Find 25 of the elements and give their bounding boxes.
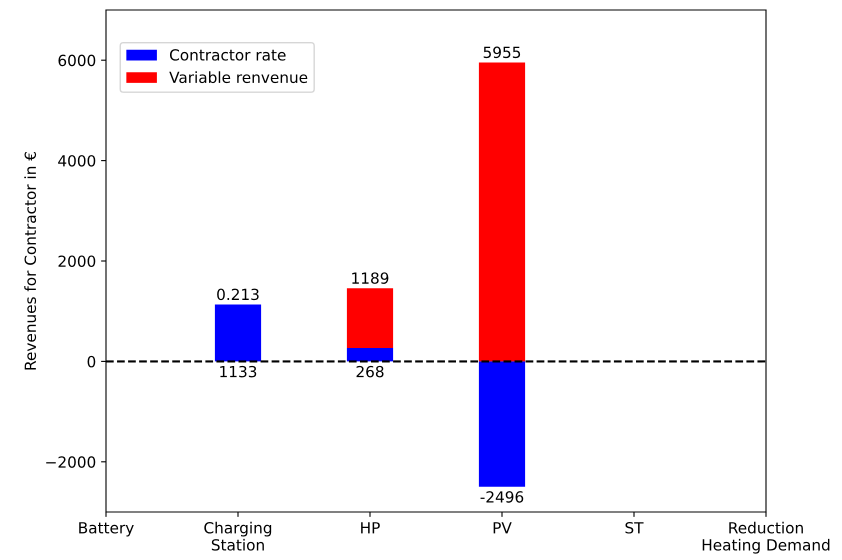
bar [346, 348, 394, 362]
bar [346, 288, 394, 348]
x-tick-label: Charging Station [204, 522, 272, 551]
data-label: -2496 [480, 491, 524, 503]
data-label: 0.213 [217, 288, 259, 300]
x-tick-label: Battery [79, 522, 134, 537]
data-label: 5955 [484, 46, 520, 58]
bar [214, 304, 262, 362]
y-axis-title: Revenues for Contractor in € [24, 152, 36, 370]
x-tick-label: Reduction Heating Demand [702, 522, 830, 554]
data-label: 268 [356, 366, 384, 378]
x-tick-label: PV [494, 522, 512, 534]
y-tick-label: 4000 [58, 155, 96, 167]
x-tick-label: HP [361, 522, 380, 534]
legend-label: Contractor rate [170, 49, 286, 61]
y-tick-label: 6000 [58, 54, 96, 66]
bar [478, 62, 526, 362]
bar [478, 361, 526, 487]
y-tick-label: 0 [88, 356, 96, 368]
y-tick-label: 2000 [58, 255, 96, 268]
data-label: 1133 [220, 366, 256, 378]
data-label: 1189 [352, 272, 388, 284]
y-tick-label: −2000 [46, 456, 96, 468]
legend-label: Variable renvenue [169, 71, 308, 84]
x-tick-label: ST [625, 522, 644, 534]
